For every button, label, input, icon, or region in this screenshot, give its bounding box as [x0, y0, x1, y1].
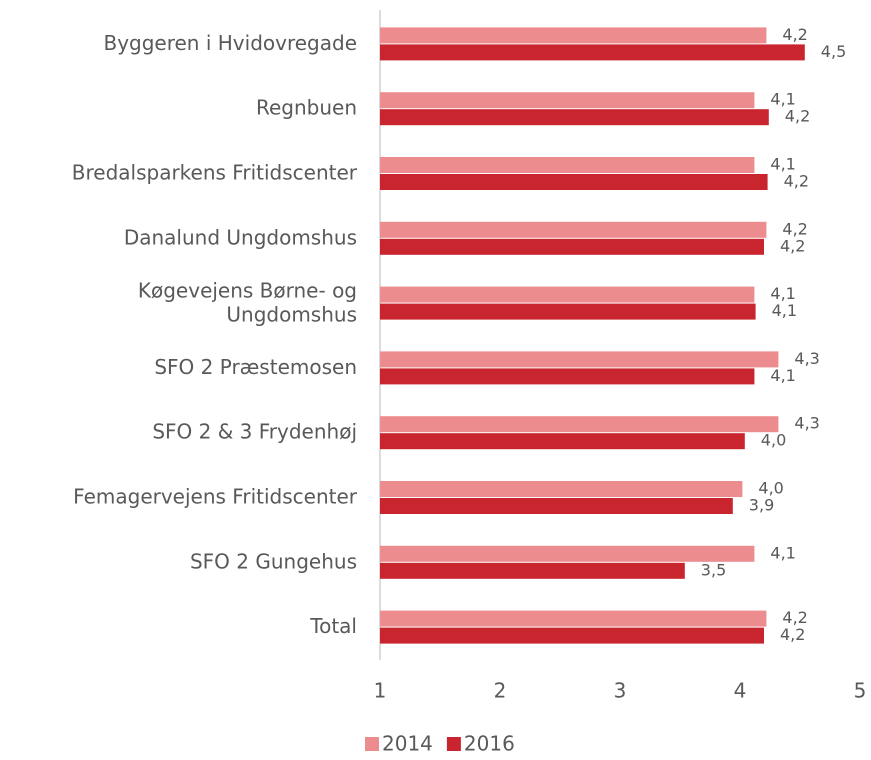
x-tick-label: 5 — [854, 679, 867, 703]
bar — [380, 157, 755, 173]
value-label: 4,0 — [758, 479, 783, 498]
category-label: Bredalsparkens Fritidscenter — [72, 161, 358, 185]
category-label: SFO 2 & 3 Frydenhøj — [152, 420, 357, 444]
category-label: SFO 2 Gungehus — [190, 549, 357, 573]
bar — [380, 627, 764, 644]
bar — [380, 351, 779, 368]
legend-label: 2016 — [464, 732, 515, 756]
value-label: 3,9 — [749, 496, 774, 515]
value-label: 4,2 — [784, 172, 809, 191]
x-tick-label: 3 — [614, 679, 627, 703]
legend-swatch — [365, 737, 379, 751]
value-label: 4,5 — [821, 42, 846, 61]
bar — [380, 562, 685, 579]
value-label: 4,3 — [794, 349, 819, 368]
bar — [380, 416, 779, 433]
value-label: 4,2 — [782, 219, 807, 238]
bar — [380, 433, 745, 450]
bar — [380, 92, 755, 109]
category-label: Køgevejens Børne- og Ungdomshus — [138, 278, 357, 326]
bar — [380, 545, 755, 562]
bar — [380, 286, 755, 303]
value-label: 4,2 — [782, 608, 807, 627]
value-label: 4,1 — [770, 284, 795, 303]
legend-swatch — [446, 737, 461, 751]
value-label: 4,2 — [780, 625, 805, 644]
bar — [380, 610, 767, 627]
bar — [380, 481, 743, 497]
bar — [380, 303, 756, 320]
bar — [380, 368, 755, 385]
value-label: 4,2 — [785, 107, 810, 126]
value-label: 4,1 — [770, 366, 795, 385]
x-tick-label: 4 — [734, 679, 747, 703]
category-label: Byggeren i Hvidovregade — [103, 31, 357, 55]
x-tick-label: 1 — [374, 679, 387, 703]
value-label: 4,3 — [794, 414, 819, 433]
bar — [380, 498, 733, 514]
value-label: 4,0 — [761, 431, 786, 450]
bar — [380, 44, 805, 61]
category-label: SFO 2 Præstemosen — [154, 355, 357, 379]
value-label: 4,1 — [772, 301, 797, 320]
value-label: 4,1 — [770, 155, 795, 174]
bar — [380, 238, 764, 255]
bar — [380, 174, 768, 190]
value-label: 3,5 — [701, 560, 726, 579]
category-label: Femagervejens Fritidscenter — [73, 485, 358, 509]
value-label: 4,1 — [770, 543, 795, 562]
x-tick-label: 2 — [494, 679, 507, 703]
value-label: 4,1 — [770, 90, 795, 109]
category-label: Danalund Ungdomshus — [124, 225, 357, 249]
category-label: Total — [309, 614, 357, 638]
bar — [380, 109, 769, 126]
bar — [380, 221, 767, 238]
legend-label: 2014 — [382, 732, 433, 756]
value-label: 4,2 — [782, 25, 807, 44]
category-label: Regnbuen — [256, 96, 357, 120]
value-label: 4,2 — [780, 236, 805, 255]
bar — [380, 27, 767, 44]
